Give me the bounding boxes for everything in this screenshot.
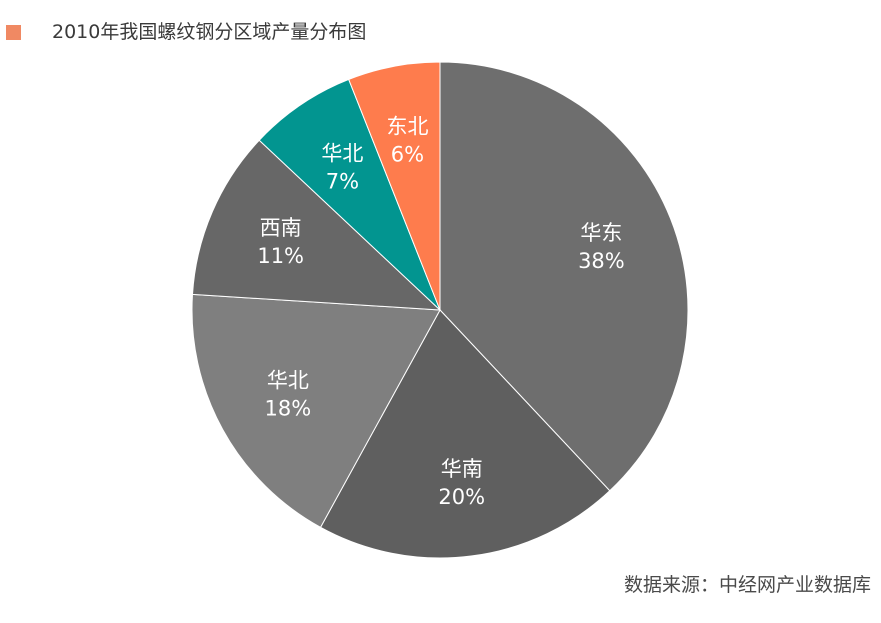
pie-slice	[191, 139, 442, 311]
pie-slices	[191, 61, 689, 559]
chart-title: 2010年我国螺纹钢分区域产量分布图	[52, 21, 367, 43]
legend: 2010年我国螺纹钢分区域产量分布图	[6, 20, 366, 44]
pie-slice	[348, 61, 441, 311]
slice-name-label: 华南	[441, 457, 483, 481]
slice-value-label: 38%	[578, 249, 625, 273]
pie-slice	[319, 309, 611, 559]
legend-swatch	[6, 24, 21, 40]
slice-value-label: 20%	[438, 485, 485, 509]
slice-name-label: 华北	[267, 369, 309, 393]
pie-slice	[258, 78, 441, 311]
pie-slice	[439, 61, 689, 492]
slice-value-label: 6%	[391, 142, 424, 166]
pie-slice	[191, 293, 441, 529]
slice-value-label: 11%	[257, 244, 304, 268]
slice-value-label: 18%	[265, 397, 312, 421]
slice-name-label: 东北	[386, 114, 428, 138]
slice-value-label: 7%	[326, 169, 359, 193]
pie-labels: 华东 38% 华南 20% 华北 18% 西南 11% 华北 7% 东北 6%	[257, 114, 624, 509]
slice-name-label: 华北	[321, 141, 363, 165]
slice-name-label: 西南	[260, 216, 302, 240]
slice-name-label: 华东	[580, 221, 622, 245]
source-note: 数据来源：中经网产业数据库	[623, 574, 871, 596]
